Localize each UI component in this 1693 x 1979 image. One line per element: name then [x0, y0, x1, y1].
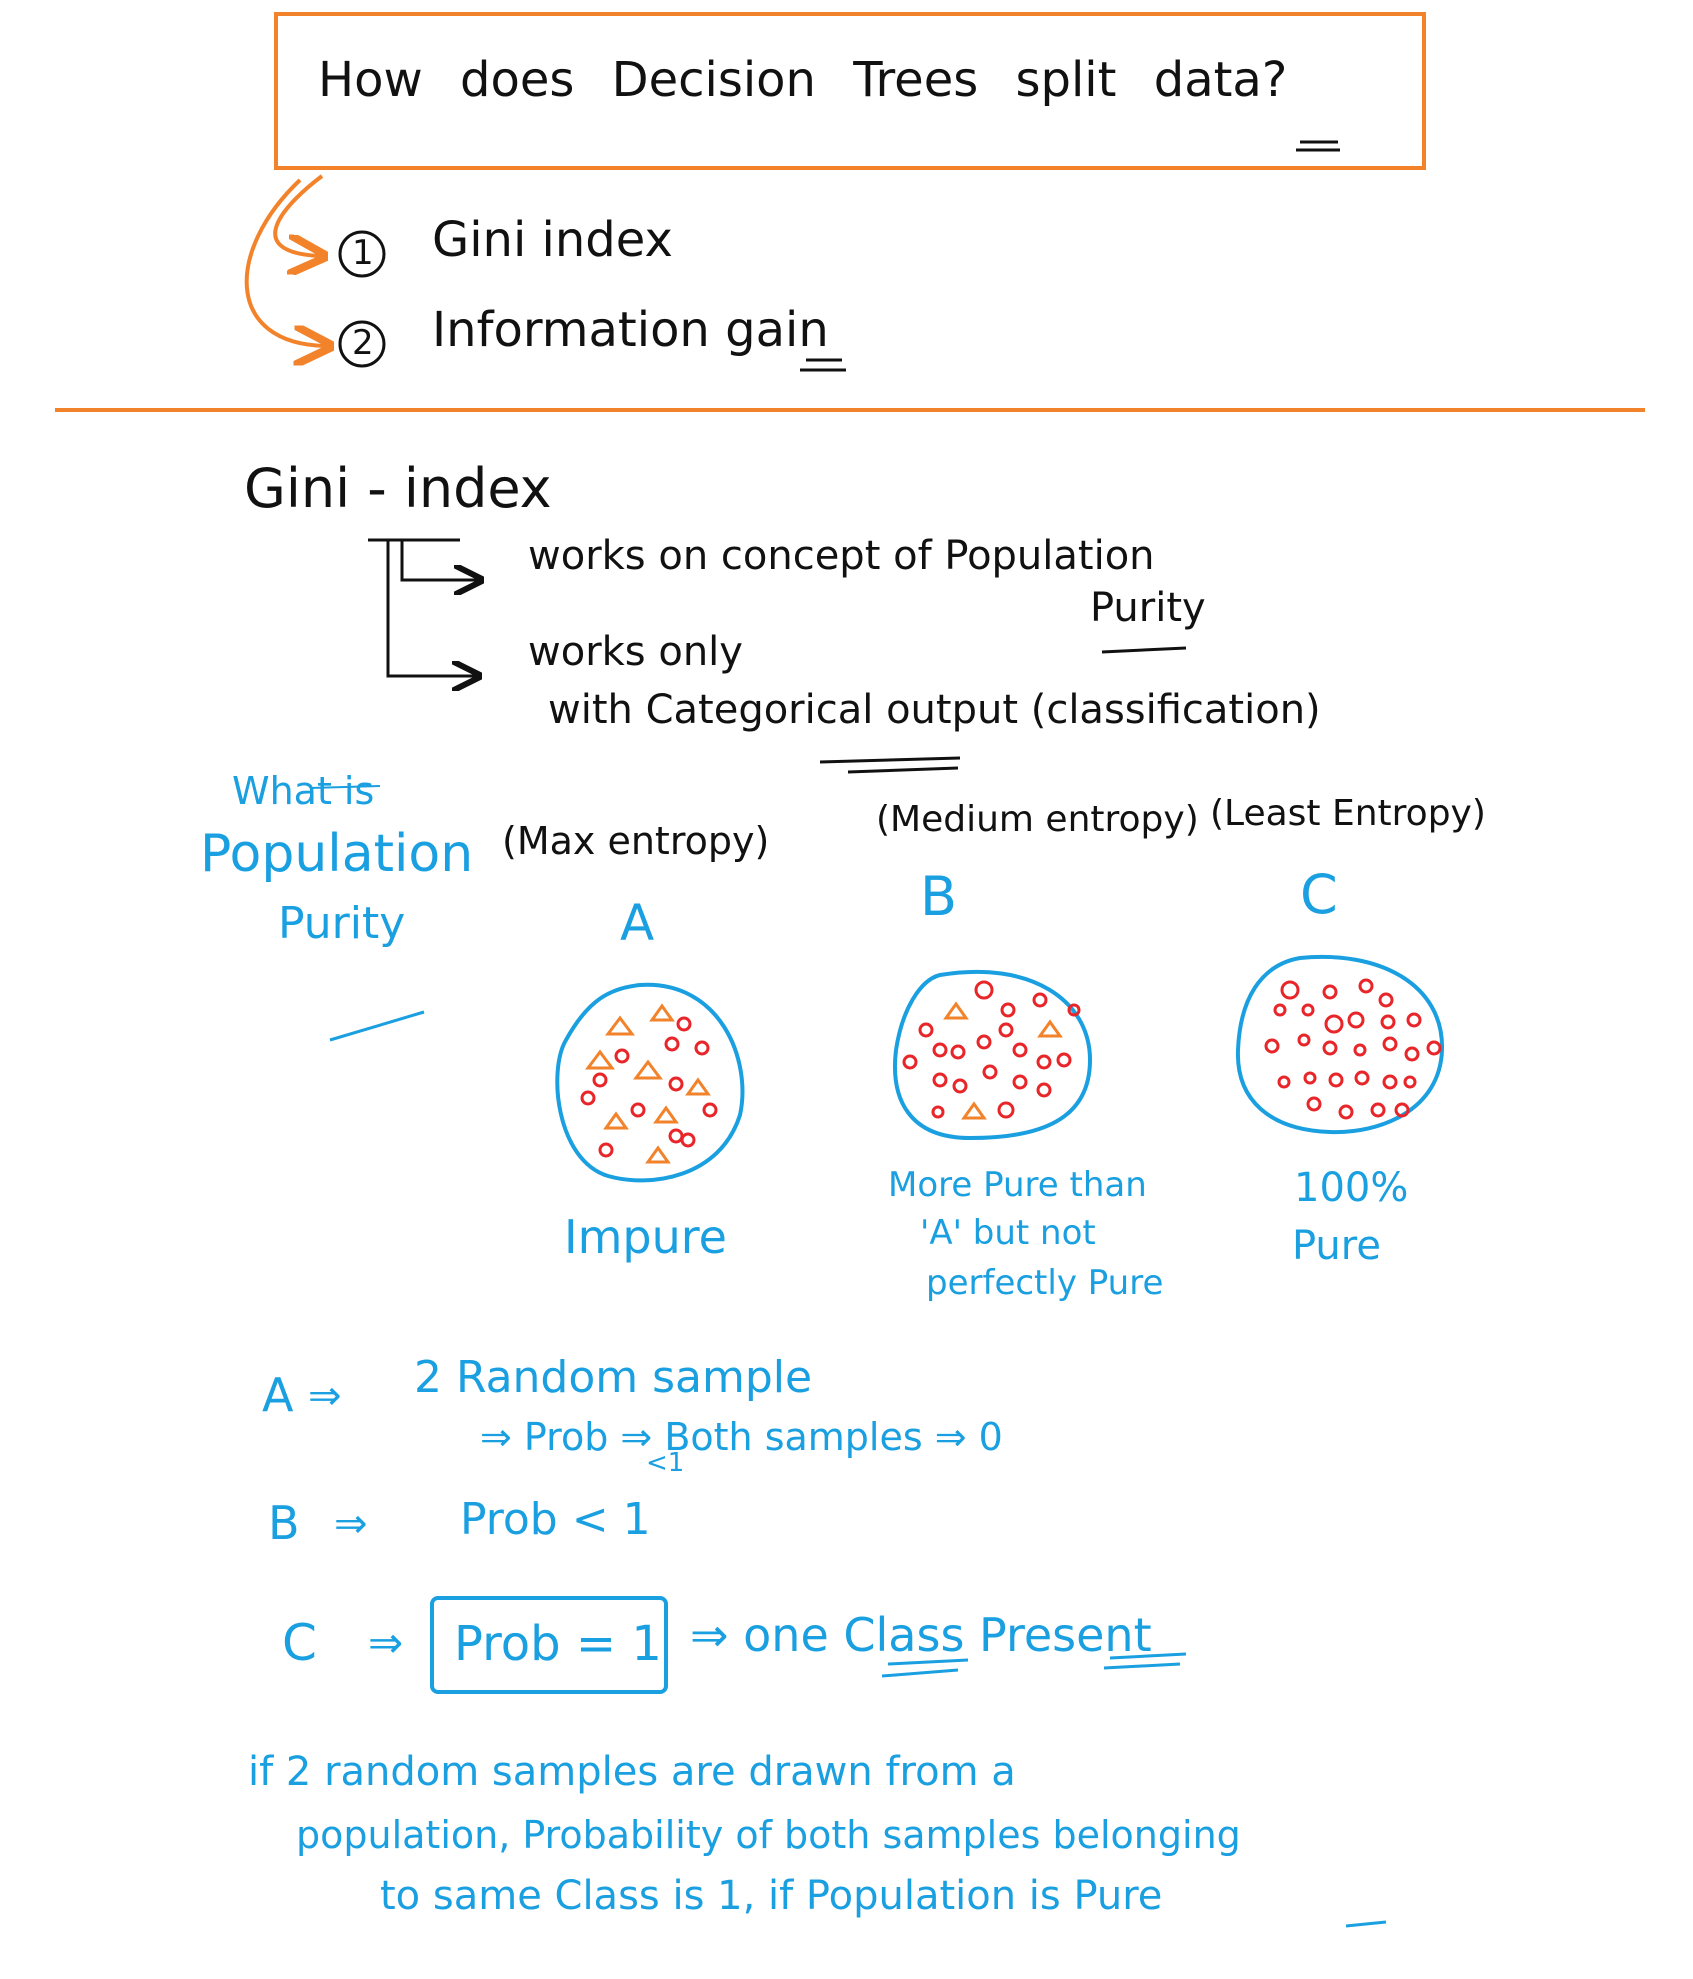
sample-b-arrow: ⇒	[334, 1501, 368, 1547]
population-b	[893, 969, 1093, 1141]
purity-underline	[1101, 646, 1187, 654]
purity-label-line-3: Purity	[278, 898, 406, 949]
sample-a-arrow: ⇒	[308, 1373, 342, 1419]
class-underline	[881, 1658, 969, 1678]
population-c-circles	[1264, 978, 1442, 1120]
purity-label-line-1: What is	[232, 769, 375, 813]
method-number-2: 2	[352, 323, 374, 363]
population-a-circles	[580, 1016, 718, 1158]
title-box: How does Decision Trees split data?	[274, 12, 1426, 170]
sample-a-sub: <1	[646, 1448, 685, 1478]
population-b-circles	[902, 980, 1081, 1119]
conclusion-line-2: population, Probability of both samples …	[296, 1813, 1241, 1857]
arrow-to-information-gain	[244, 178, 326, 346]
sample-b-label: B	[268, 1496, 300, 1550]
pure-underline	[1345, 1920, 1387, 1928]
title-underline	[1296, 140, 1340, 152]
sample-c-result: ⇒ one Class Present	[690, 1608, 1152, 1662]
circle-number-2	[338, 320, 386, 368]
sample-b-text: Prob < 1	[460, 1494, 651, 1545]
what-is-strike	[309, 785, 381, 789]
population-b-triangles	[943, 1001, 1063, 1120]
method-information-gain: Information gain	[432, 302, 829, 358]
caption-impure: Impure	[564, 1210, 727, 1264]
population-c	[1235, 954, 1445, 1135]
conclusion-line-1: if 2 random samples are drawn from a	[248, 1749, 1016, 1795]
arrow-to-gini	[273, 174, 322, 256]
prob-equals-one-box: Prob = 1	[430, 1596, 668, 1694]
conclusion-line-3: to same Class is 1, if Population is Pur…	[380, 1873, 1163, 1919]
purity-label-line-2: Population	[200, 824, 474, 884]
bullet-1-line-2: Purity	[1090, 585, 1206, 631]
population-a	[555, 982, 745, 1183]
sample-c-label: C	[282, 1614, 317, 1672]
population-letter-a: A	[620, 894, 655, 952]
gini-tree-connector	[368, 538, 478, 580]
section-divider	[55, 408, 1645, 412]
page-title: How does Decision Trees split data?	[318, 52, 1288, 108]
entropy-label-a: (Max entropy)	[502, 819, 770, 863]
population-b-outline	[893, 969, 1093, 1141]
gini-tree-connector-2	[386, 540, 476, 676]
population-letter-c: C	[1300, 863, 1338, 926]
method-gini-index: Gini index	[432, 212, 673, 268]
sample-a-text: 2 Random sample	[414, 1352, 813, 1403]
caption-c-line-2: Pure	[1292, 1223, 1381, 1269]
bullet-1-line-1: works on concept of Population	[528, 533, 1155, 579]
sample-c-boxed: Prob = 1	[454, 1616, 662, 1672]
sample-c-arrow: ⇒	[368, 1618, 404, 1667]
sample-a-label: A	[262, 1368, 294, 1422]
population-c-outline	[1235, 954, 1445, 1135]
caption-b-line-1: More Pure than	[888, 1165, 1147, 1205]
entropy-label-b: (Medium entropy)	[876, 799, 1199, 840]
caption-b-line-2: 'A' but not	[920, 1213, 1096, 1253]
caption-b-line-3: perfectly Pure	[926, 1263, 1164, 1303]
entropy-label-c: (Least Entropy)	[1210, 793, 1486, 834]
method-number-1: 1	[352, 233, 374, 273]
purity-label-underline	[329, 1010, 425, 1042]
categorical-underline	[819, 756, 961, 774]
population-a-outline	[555, 982, 745, 1183]
present-underline	[1103, 1652, 1187, 1670]
gini-heading: Gini - index	[244, 457, 552, 520]
gain-underline	[800, 358, 846, 372]
population-a-triangles	[585, 1003, 711, 1164]
sample-a-detail: ⇒ Prob ⇒ Both samples ⇒ 0	[480, 1415, 1003, 1459]
population-letter-b: B	[920, 865, 958, 928]
bullet-2-line-2: with Categorical output (classification)	[548, 687, 1321, 733]
caption-c-line-1: 100%	[1294, 1165, 1409, 1211]
circle-number-1	[338, 230, 386, 278]
bullet-2-line-1: works only	[528, 629, 743, 675]
